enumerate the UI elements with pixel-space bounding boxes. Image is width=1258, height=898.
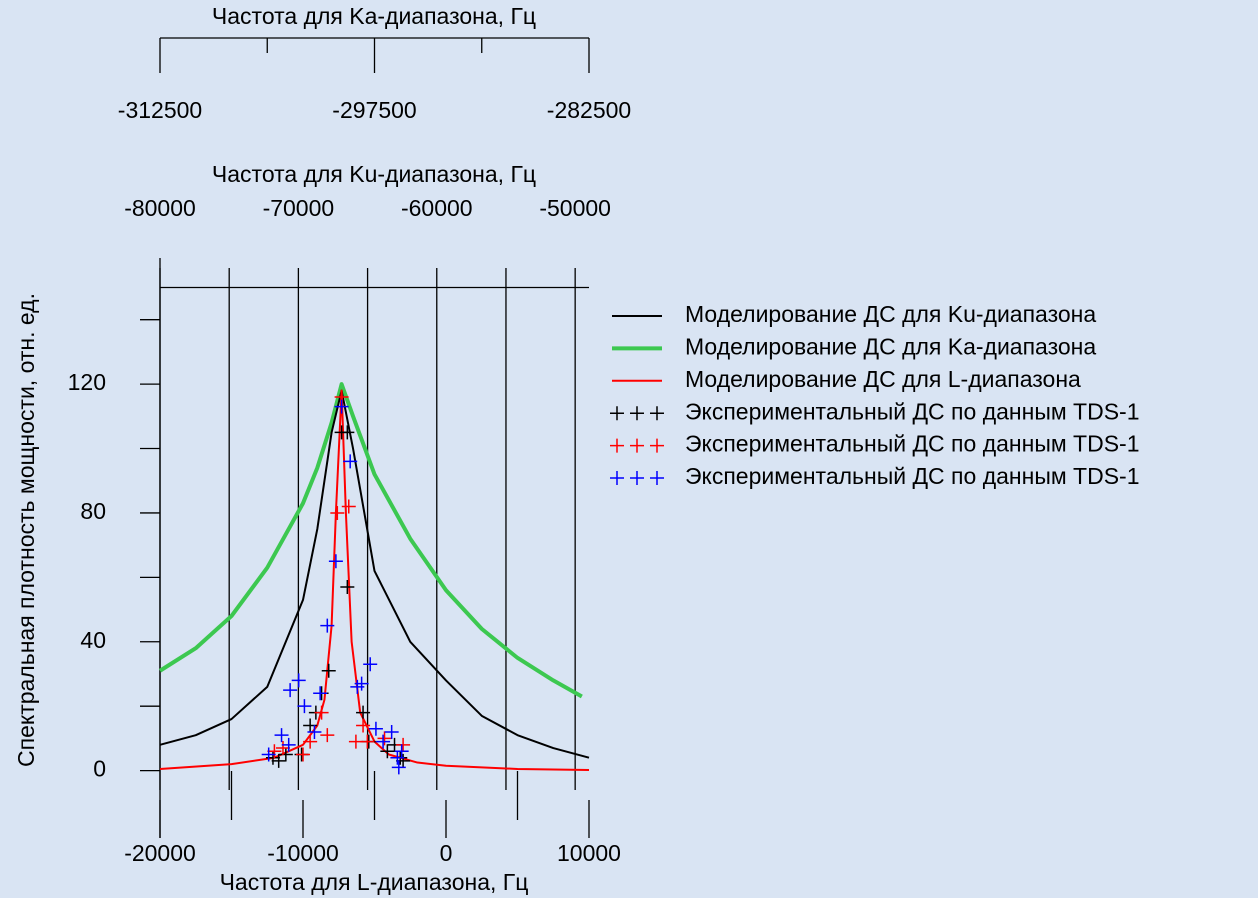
legend-label: Моделирование ДС для Ku-диапазона (685, 301, 1096, 327)
legend-swatch (650, 438, 664, 453)
scatter-point (356, 705, 371, 720)
x-tick-label: 0 (440, 840, 453, 866)
scatter-point (330, 505, 345, 520)
scatter-point (296, 747, 310, 762)
scatter-point (328, 554, 343, 569)
legend-swatch (630, 406, 644, 421)
ka-tick-label: -312500 (118, 97, 202, 123)
y-tick-label: 80 (80, 498, 106, 524)
legend-swatch (610, 471, 624, 485)
scatter-point (391, 760, 406, 775)
ka-axis-title: Частота для Ka-диапазона, Гц (212, 3, 536, 29)
y-tick-label: 0 (93, 756, 106, 782)
scatter-point (267, 744, 282, 759)
series-line (159, 389, 590, 771)
scatter-point (334, 399, 349, 414)
ku-tick-label: -60000 (401, 195, 473, 221)
scatter-point (377, 731, 392, 746)
x-tick-label: 10000 (557, 840, 621, 866)
ku-tick-label: -70000 (263, 195, 335, 221)
legend-label: Моделирование ДС для Ka-диапазона (685, 333, 1096, 359)
legend-swatch (650, 406, 664, 421)
scatter-point (307, 724, 322, 739)
scatter-point (360, 734, 375, 749)
legend-label: Моделирование ДС для L-диапазона (685, 366, 1081, 392)
ka-tick-label: -282500 (547, 97, 631, 123)
x-tick-label: -10000 (267, 840, 339, 866)
x-tick-label: -20000 (124, 840, 196, 866)
scatter-point (274, 728, 289, 743)
scatter-point (356, 718, 371, 733)
scatter-point (281, 737, 296, 752)
scatter-point (340, 425, 355, 440)
y-tick-label: 40 (80, 627, 106, 653)
scatter-point (340, 580, 355, 595)
series-line (159, 389, 590, 759)
scatter-point (297, 699, 312, 714)
scatter-point (354, 676, 369, 691)
y-axis-title: Спектральная плотность мощности, отн. ед… (13, 293, 39, 767)
ku-tick-label: -80000 (124, 195, 196, 221)
x-axis-title: Частота для L-диапазона, Гц (220, 869, 529, 895)
scatter-point (376, 734, 391, 749)
scatter-point (320, 618, 335, 633)
legend-swatch (630, 471, 644, 485)
legend-label: Экспериментальный ДС по данным TDS-1 (685, 463, 1140, 489)
legend-swatch (610, 438, 624, 453)
scatter-point (343, 454, 358, 469)
scatter-point (368, 721, 383, 736)
series-line (158, 382, 583, 699)
y-tick-label: 120 (68, 369, 106, 395)
scatter-point (283, 683, 298, 698)
legend-swatch (650, 471, 664, 485)
scatter-point (396, 737, 411, 752)
ku-axis-title: Частота для Ku-диапазона, Гц (212, 161, 536, 187)
ka-tick-label: -297500 (332, 97, 416, 123)
legend-label: Экспериментальный ДС по данным TDS-1 (685, 431, 1140, 457)
scatter-point (394, 744, 409, 759)
scatter-point (384, 724, 399, 739)
scatter-point (291, 673, 306, 688)
scatter-point (341, 499, 356, 514)
legend-swatch (610, 406, 624, 421)
scatter-point (314, 705, 329, 720)
scatter-point (320, 728, 335, 743)
scatter-point (303, 734, 318, 749)
scatter-point (271, 753, 286, 768)
scatter-point (313, 686, 328, 701)
scatter-point (278, 747, 293, 762)
ku-tick-label: -50000 (539, 195, 611, 221)
scatter-point (321, 663, 336, 678)
legend-swatch (630, 438, 644, 453)
scatter-point (380, 744, 395, 759)
scatter-point (363, 657, 378, 672)
legend-label: Экспериментальный ДС по данным TDS-1 (685, 398, 1140, 424)
scatter-point (275, 741, 290, 756)
scatter-point (261, 747, 276, 762)
